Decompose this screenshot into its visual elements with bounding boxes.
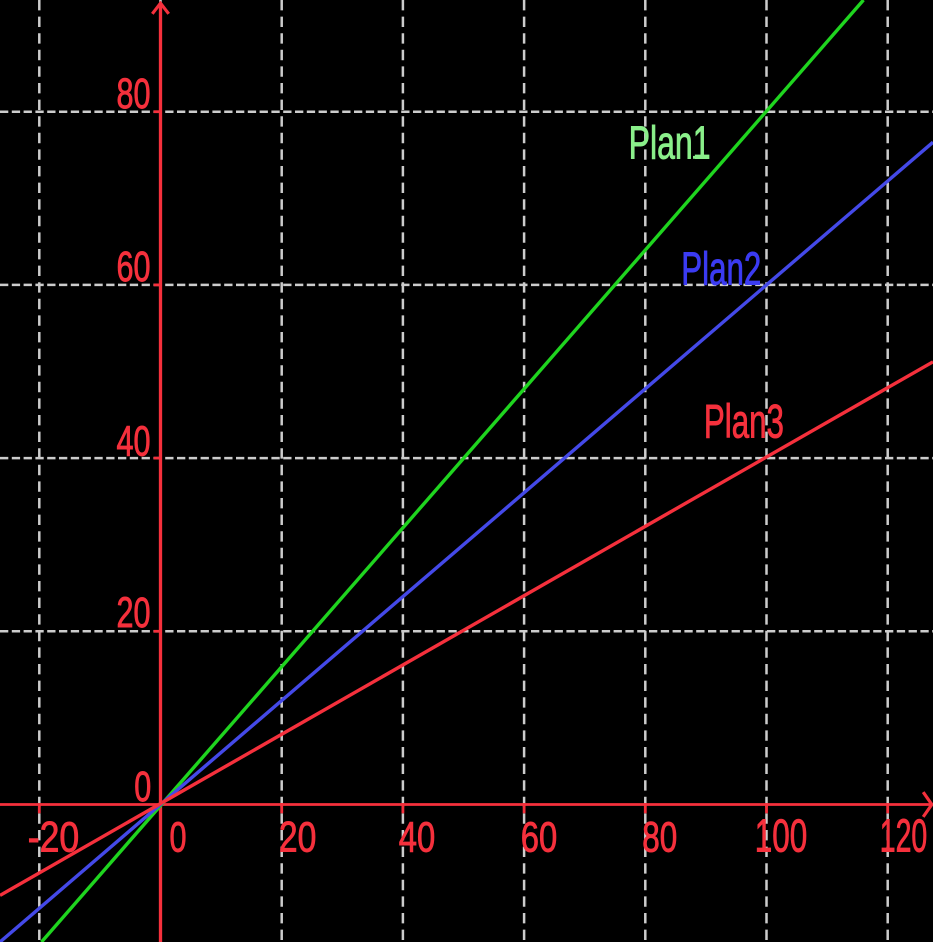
svg-text:100: 100	[755, 810, 808, 862]
svg-text:60: 60	[521, 814, 558, 862]
svg-text:60: 60	[117, 243, 151, 291]
svg-text:-20: -20	[28, 814, 80, 862]
svg-text:20: 20	[117, 589, 151, 637]
svg-text:Plan2: Plan2	[681, 242, 761, 294]
svg-text:0: 0	[170, 814, 187, 862]
svg-text:Plan3: Plan3	[704, 394, 784, 447]
svg-text:0: 0	[134, 763, 151, 811]
svg-text:80: 80	[642, 814, 677, 862]
svg-text:80: 80	[117, 70, 151, 118]
svg-text:20: 20	[279, 814, 317, 862]
svg-text:Plan1: Plan1	[629, 117, 711, 169]
svg-text:40: 40	[117, 417, 151, 465]
svg-text:120: 120	[880, 810, 928, 862]
svg-text:40: 40	[399, 814, 436, 862]
